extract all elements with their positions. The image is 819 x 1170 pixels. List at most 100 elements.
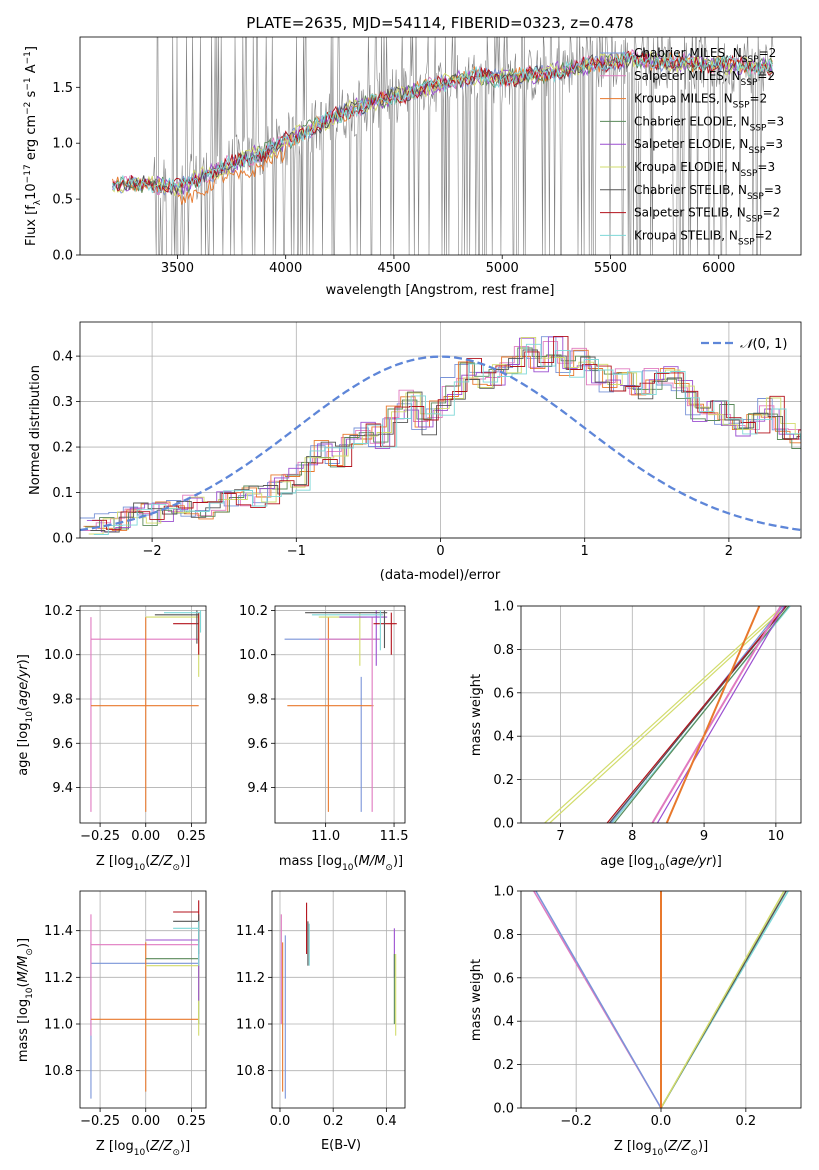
histogram-step [93,343,801,535]
mass-weight-line [665,606,761,823]
y-axis-label: age [log10(age/yr)] [16,654,35,776]
x-tick-label: 0.00 [131,1114,160,1129]
x-tick-label: −2 [143,544,162,559]
legend-entry: Chabrier MILES, NSSP=2 [634,46,776,65]
x-tick-label: 9 [700,829,708,844]
label-part: SSP [742,55,759,65]
label-part: 10 [25,987,35,999]
y-tick-label: 0.2 [493,1058,514,1073]
legend-entry: Kroupa STELIB, NSSP=2 [634,228,772,247]
label-part: ( [16,982,31,987]
label-part: ( [145,854,150,869]
x-tick-label: 0.25 [177,1114,206,1129]
label-part: SSP [746,215,763,225]
mass-weight-line [606,606,787,823]
model-spectrum-line [112,50,773,194]
y-tick-label: 9.6 [52,737,73,752]
label-part: =3 [765,137,783,151]
axes-frame [274,605,406,824]
x-tick-label: 0.2 [323,1114,344,1129]
x-tick-label: 3500 [161,261,194,276]
legend-entry: Salpeter STELIB, NSSP=2 [634,206,780,225]
label-part: =3 [757,160,775,174]
label-part: Chabrier MILES, N [634,46,742,60]
plot-area [90,900,200,1099]
label-part: )] [393,854,403,869]
label-part: ( [663,1139,668,1154]
label-part: ⊙ [385,863,393,873]
label-part: Z/Z [149,1139,173,1154]
label-part: age [log [600,854,653,869]
y-tick-label: 0.8 [493,928,514,943]
label-part: Z/Z [149,854,173,869]
y-tick-label: 0.2 [493,773,514,788]
x-tick-label: 1 [581,544,589,559]
x-tick-label: −0.2 [560,1114,592,1129]
figure-title: PLATE=2635, MJD=54114, FIBERID=0323, z=0… [246,14,633,32]
label-part: ⊙ [690,1148,698,1158]
label-part: A [24,64,39,77]
x-tick-label: 0.0 [651,1114,672,1129]
x-tick-label: 4000 [269,261,302,276]
legend-entry: Salpeter ELODIE, NSSP=3 [634,137,783,156]
histogram-step [86,336,801,533]
y-tick-label: 11.4 [236,924,265,939]
label-part: Salpeter MILES, N [634,69,741,83]
legend-entry: Salpeter MILES, NSSP=2 [634,69,775,88]
plot-area [544,606,791,823]
label-part: ⊙ [172,1148,180,1158]
label-part: )] [698,1139,708,1154]
label-part: 10 [653,863,665,873]
y-tick-label: 11.0 [44,1018,73,1033]
label-part: Z/Z [667,1139,691,1154]
x-axis-label: Z [log10(Z/Z⊙)] [96,854,190,873]
y-tick-label: 0.0 [52,249,73,264]
y-tick-label: 0.3 [52,395,73,410]
label-part: =3 [766,114,784,128]
mass-weight-line [651,606,782,823]
y-tick-label: 10.0 [239,648,268,663]
label-part: =3 [764,183,782,197]
label-part: mass [log [279,854,342,869]
label-part: 10 [652,1148,664,1158]
x-tick-label: 0.00 [131,829,160,844]
plot-area [284,610,397,812]
label-part: Salpeter ELODIE, N [634,137,748,151]
label-part: Chabrier ELODIE, N [634,114,750,128]
histogram-step [88,336,801,535]
label-part: Z [log [614,1139,652,1154]
legend-entry: Kroupa ELODIE, NSSP=3 [634,160,775,179]
residual-histogram-panel: −2 −1 0 1 2 0.0 0.1 0.2 0.3 0.4 (data-model)/error… [28,321,802,583]
label-part: ( [145,1139,150,1154]
y-tick-label: 0.6 [493,686,514,701]
y-tick-label: 1.5 [52,81,73,96]
x-tick-label: 0.0 [270,1114,291,1129]
age-vs-mass-panel: 11.0 11.5 9.4 9.6 9.8 10.0 10.2 mass [log10(M/M… [239,604,408,873]
x-tick-label: 0 [436,544,444,559]
label-part: SSP [748,146,765,156]
label-part: =2 [750,92,768,106]
label-part: 10 [134,863,146,873]
label-part: −1 [23,77,33,90]
y-tick-label: 0.0 [493,1102,514,1117]
spectrum-panel: 3500 4000 4500 5000 5500 6000 0.0 0.5 1.0 1.5 wave… [23,36,802,298]
y-tick-label: 9.6 [247,737,268,752]
y-tick-label: 0.2 [52,441,73,456]
y-tick-label: 0.5 [52,193,73,208]
plot-area [112,37,774,255]
label-part: Flux [f [24,205,39,246]
mass-weight-line [660,891,785,1108]
label-part: ] [24,46,39,51]
legend-entry: 𝒩(0, 1) [740,337,787,352]
label-part: erg cm [24,115,39,164]
x-axis-label: mass [log10(M/M⊙)] [279,854,403,873]
x-tick-label: 0.4 [376,1114,397,1129]
legend-entry: Chabrier STELIB, NSSP=3 [634,183,782,202]
label-part: 10 [25,711,35,723]
x-tick-label: 11.0 [311,829,340,844]
x-axis-label: Z [log10(Z/Z⊙)] [614,1139,708,1158]
x-axis-label: E(B-V) [321,1138,361,1153]
label-part: Kroupa ELODIE, N [634,160,741,174]
